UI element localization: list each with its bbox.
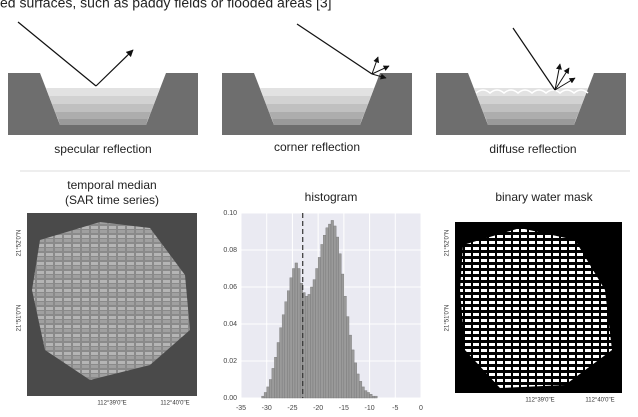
map-lat-label: 21°52'0"N (445, 230, 451, 257)
figure: ed surfaces, such as paddy fields or flo… (0, 0, 638, 417)
y-tick-label: 0.06 (223, 284, 237, 291)
histogram-bar (334, 226, 337, 398)
y-tick-label: 0.00 (223, 395, 237, 402)
map-lat-label: 21°51'0"N (445, 305, 451, 332)
histogram-bar (308, 294, 311, 398)
map-lon-label: 112°40'0"E (585, 398, 614, 404)
histogram-bar (323, 235, 326, 398)
map-lon-label: 112°39'0"E (97, 401, 126, 407)
histogram-bar (262, 396, 265, 398)
y-tick-label: 0.10 (223, 210, 237, 217)
histogram-bar (362, 387, 365, 398)
histogram-bar (267, 387, 270, 398)
histogram-bar (349, 335, 352, 398)
histogram-bar (341, 274, 344, 398)
histogram-bar (280, 328, 283, 398)
y-tick-label: 0.04 (223, 321, 237, 328)
diagram-caption: corner reflection (274, 140, 360, 154)
histogram-bar (277, 343, 280, 399)
x-tick-label: -15 (339, 405, 349, 412)
histogram-bar (282, 315, 285, 398)
histogram-bar (339, 254, 342, 398)
histogram-bar (344, 296, 347, 398)
histogram-bar (364, 391, 367, 398)
histogram-bar (331, 220, 334, 398)
histogram-bar (328, 224, 331, 398)
histogram-bar (316, 269, 319, 399)
histogram-bar (357, 374, 360, 398)
y-tick-label: 0.02 (223, 358, 237, 365)
histogram-bar (346, 317, 349, 398)
histogram-bar (272, 368, 275, 398)
histogram-bar (264, 392, 267, 398)
histogram-bar (359, 381, 362, 398)
intro-text: ed surfaces, such as paddy fields or flo… (0, 0, 332, 11)
histogram-bar (287, 291, 290, 398)
histogram-bar (367, 392, 370, 398)
histogram-bar (352, 350, 355, 398)
map-lon-label: 112°40'0"E (160, 401, 189, 407)
histogram-bar (326, 228, 329, 398)
histogram-bar (292, 269, 295, 399)
histogram-bar (298, 269, 301, 399)
histogram-bar (375, 396, 378, 398)
histogram-bar (285, 302, 288, 398)
histogram-bar (295, 263, 298, 398)
reflected-ray (96, 50, 133, 86)
map-lon-label: 112°39'0"E (525, 398, 554, 404)
histogram-bar (370, 394, 373, 398)
histogram-bar (321, 244, 324, 398)
x-tick-label: -10 (365, 405, 375, 412)
histogram-bar (269, 380, 272, 399)
histogram-bar (318, 257, 321, 398)
panel-title: (SAR time series) (65, 193, 159, 207)
x-tick-label: -35 (236, 405, 246, 412)
x-tick-label: -20 (313, 405, 323, 412)
panel-title: temporal median (67, 178, 156, 192)
x-tick-label: 0 (419, 405, 423, 412)
histogram-bar (305, 296, 308, 398)
x-tick-label: -25 (287, 405, 297, 412)
x-tick-label: -5 (392, 405, 398, 412)
histogram-bar (313, 280, 316, 398)
specular-diagram (8, 73, 198, 135)
histogram-bar (372, 396, 375, 398)
histogram-bar (336, 237, 339, 398)
diagram-caption: specular reflection (54, 142, 151, 156)
chart-title: histogram (305, 190, 358, 204)
map-lat-label: 21°51'0"N (17, 305, 23, 332)
histogram-bar (290, 278, 293, 398)
map-lat-label: 21°52'0"N (17, 230, 23, 257)
histogram-bar (300, 283, 303, 398)
panel-title: binary water mask (495, 190, 593, 204)
diagram-caption: diffuse reflection (489, 142, 576, 156)
y-tick-label: 0.08 (223, 247, 237, 254)
incident-ray (297, 24, 372, 74)
corner-diagram (222, 73, 412, 135)
histogram-bar (354, 363, 357, 398)
x-tick-label: -30 (262, 405, 272, 412)
histogram-bar (310, 287, 313, 398)
incident-ray (513, 28, 555, 90)
diffuse-diagram (436, 73, 626, 135)
figure-page: ed surfaces, such as paddy fields or flo… (0, 0, 638, 417)
histogram-bar (274, 357, 277, 398)
